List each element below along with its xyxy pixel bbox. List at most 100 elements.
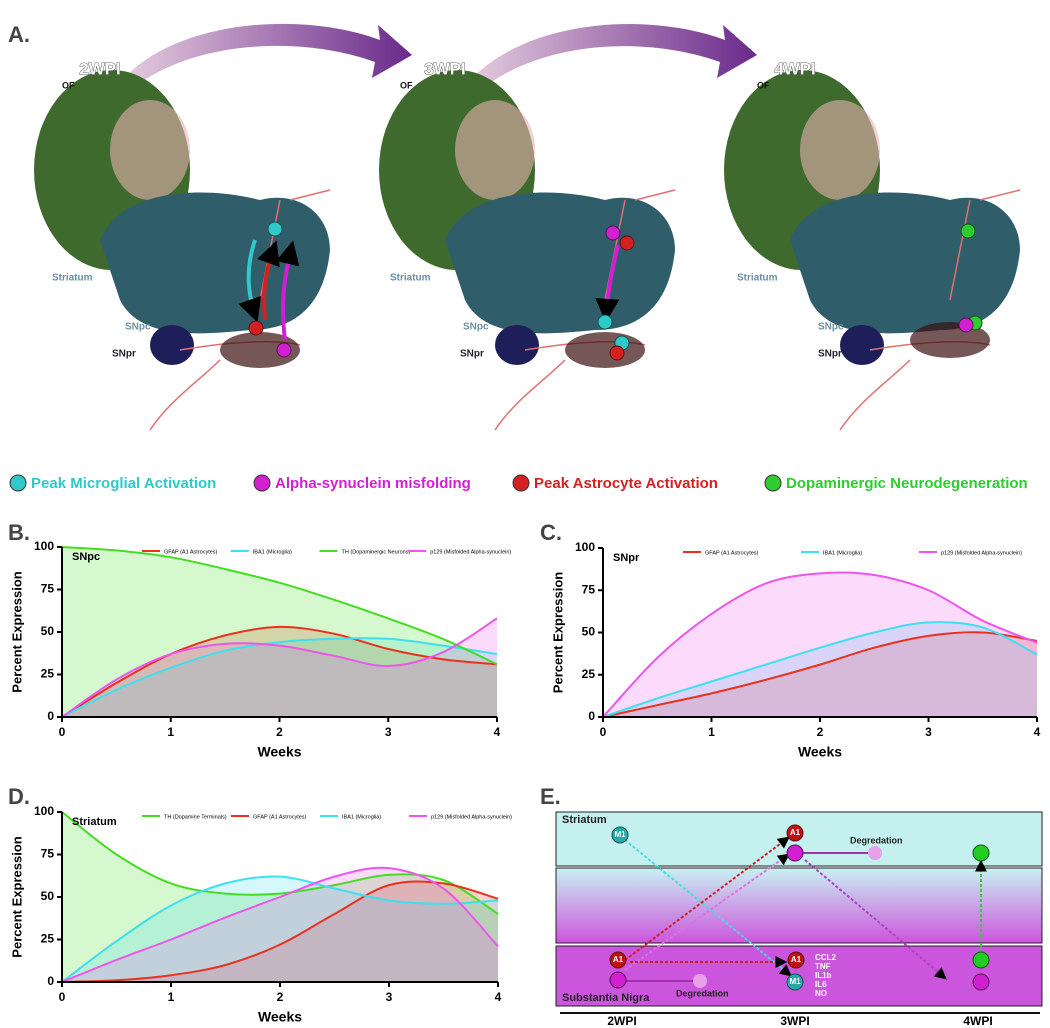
legend-label: IBA1 (Microglia) bbox=[823, 550, 862, 556]
x-tick-label: 1 bbox=[167, 725, 174, 739]
chart: B. 0 25 50 75 100 0 1 2 3 4 Weeks Percent Expression… bbox=[8, 520, 511, 760]
degradation-label: Degredation bbox=[676, 988, 729, 998]
area bbox=[62, 867, 498, 982]
x-tick-label: 2 bbox=[277, 990, 284, 1004]
region-label: Striatum bbox=[737, 273, 778, 284]
x-tick-label: 2 bbox=[276, 725, 283, 739]
y-tick-label: 100 bbox=[575, 540, 595, 554]
legend-marker bbox=[253, 474, 271, 492]
legend-label: GFAP (A1 Astrocytes) bbox=[253, 814, 307, 820]
chart: D. 0 25 50 75 100 0 1 2 3 4 Weeks Percent Expression… bbox=[8, 784, 512, 1025]
line bbox=[61, 546, 498, 666]
y-axis-title: Percent Expression bbox=[9, 571, 24, 692]
legend-label: GFAP (A1 Astrocytes) bbox=[705, 550, 759, 556]
line bbox=[61, 866, 499, 983]
node-label: A1 bbox=[613, 955, 624, 964]
legend-marker bbox=[764, 474, 782, 492]
area bbox=[62, 638, 497, 717]
line bbox=[61, 811, 499, 915]
y-tick-label: 50 bbox=[582, 625, 596, 639]
legend-label: TH (Dopamine Terminals) bbox=[164, 814, 227, 820]
brain-4wpi bbox=[724, 70, 1021, 431]
time-arrow bbox=[462, 24, 757, 97]
chart-annotation: SNpc bbox=[72, 551, 100, 563]
timepoint: 2WPI bbox=[79, 59, 121, 78]
x-tick-label: 0 bbox=[59, 725, 66, 739]
line bbox=[602, 621, 1038, 718]
cytokine: NO bbox=[815, 989, 827, 998]
panel-label: C. bbox=[540, 520, 562, 545]
timeline-label: 2WPI bbox=[607, 1014, 636, 1028]
brain-3wpi bbox=[379, 70, 676, 431]
region-label: Striatum bbox=[390, 273, 431, 284]
y-axis-title: Percent Expression bbox=[9, 836, 24, 957]
y-tick-label: 50 bbox=[41, 624, 55, 638]
legend-marker bbox=[9, 474, 27, 492]
y-tick-label: 75 bbox=[41, 847, 55, 861]
y-tick-label: 0 bbox=[47, 709, 54, 723]
area bbox=[62, 547, 497, 717]
legend-label: Dopaminergic Neurodegeneration bbox=[786, 475, 1028, 492]
x-tick-label: 4 bbox=[495, 990, 502, 1004]
legend-label: Peak Astrocyte Activation bbox=[534, 475, 718, 492]
legend-label: Alpha-synuclein misfolding bbox=[275, 475, 471, 492]
timepoint: 4WPI bbox=[774, 59, 816, 78]
panel-label: D. bbox=[8, 784, 30, 809]
timeline-label: 3WPI bbox=[780, 1014, 809, 1028]
x-axis-title: Weeks bbox=[258, 1009, 302, 1025]
y-tick-label: 100 bbox=[34, 804, 54, 818]
line bbox=[602, 571, 1038, 718]
y-tick-label: 0 bbox=[47, 974, 54, 988]
x-tick-label: 0 bbox=[59, 990, 66, 1004]
region-label: SNpr bbox=[112, 349, 136, 360]
cytokine: IL1b bbox=[815, 971, 832, 980]
node-label: A1 bbox=[790, 828, 801, 837]
node-label: M1 bbox=[789, 977, 801, 986]
y-tick-label: 75 bbox=[41, 582, 55, 596]
node-label: A1 bbox=[791, 955, 802, 964]
y-tick-label: 25 bbox=[582, 667, 596, 681]
y-tick-label: 100 bbox=[34, 539, 54, 553]
legend-label: GFAP (A1 Astrocytes) bbox=[164, 549, 218, 555]
legend: Peak Microglial Activation Alpha-synuclei… bbox=[9, 474, 1028, 492]
x-tick-label: 3 bbox=[385, 725, 392, 739]
x-tick-label: 1 bbox=[168, 990, 175, 1004]
panel-label: E. bbox=[540, 784, 561, 809]
legend-label: TH (Dopaminergic Neurons) bbox=[342, 549, 411, 555]
line bbox=[61, 880, 499, 983]
region-label: Striatum bbox=[52, 273, 93, 284]
line bbox=[61, 617, 498, 718]
region-label: SNpr bbox=[460, 349, 484, 360]
x-tick-label: 3 bbox=[925, 725, 932, 739]
y-tick-label: 25 bbox=[41, 667, 55, 681]
area bbox=[62, 618, 497, 717]
area bbox=[62, 876, 498, 982]
degradation-label: Degredation bbox=[850, 835, 903, 845]
timepoint: 3WPI bbox=[424, 59, 466, 78]
region-label: SNpc bbox=[125, 322, 151, 333]
legend-label: IBA1 (Microglia) bbox=[253, 549, 292, 555]
chart-annotation: Striatum bbox=[72, 816, 117, 828]
x-axis-title: Weeks bbox=[798, 744, 842, 760]
x-tick-label: 2 bbox=[817, 725, 824, 739]
region-label: OF bbox=[400, 80, 413, 90]
x-tick-label: 3 bbox=[386, 990, 393, 1004]
region-label: Substantia Nigra bbox=[562, 992, 650, 1004]
cytokine: CCL2 bbox=[815, 953, 836, 962]
line bbox=[61, 875, 499, 983]
cytokine: IL6 bbox=[815, 980, 827, 989]
region-label: OF bbox=[62, 80, 75, 90]
x-axis-title: Weeks bbox=[257, 744, 301, 760]
region-label: Striatum bbox=[562, 814, 607, 826]
legend-label: p129 (Misfolded Alpha-synuclein) bbox=[431, 814, 512, 820]
panel-label: B. bbox=[8, 520, 30, 545]
panel-e: E. Striatum Substantia Nigra M1 A1 A1 A1… bbox=[540, 784, 1043, 1028]
legend-label: p129 (Misfolded Alpha-synuclein) bbox=[941, 550, 1022, 556]
y-tick-label: 25 bbox=[41, 932, 55, 946]
y-axis-title: Percent Expression bbox=[550, 572, 565, 693]
region-label: OF bbox=[757, 80, 770, 90]
region-label: SNpc bbox=[818, 322, 844, 333]
x-tick-label: 1 bbox=[708, 725, 715, 739]
line bbox=[61, 637, 498, 718]
